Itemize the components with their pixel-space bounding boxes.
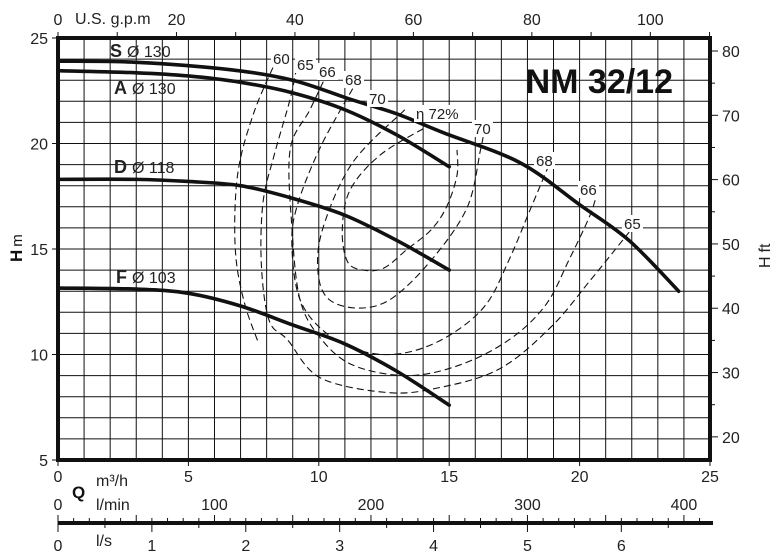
impeller-code: S <box>110 41 122 61</box>
lmin-tick-label: 100 <box>201 497 228 514</box>
x-tick-label: 0 <box>54 469 63 486</box>
efficiency-label: 68 <box>536 153 553 170</box>
y2-tick-label: 30 <box>722 366 740 383</box>
y2-axis-unit: ft <box>757 243 774 252</box>
x-tick-label: 25 <box>701 469 719 486</box>
efficiency-label-bg <box>472 120 493 137</box>
lmin-tick-label: 0 <box>54 497 63 514</box>
y2-tick-label: 60 <box>722 173 740 190</box>
efficiency-curve-66 <box>288 71 599 377</box>
efficiency-label: 66 <box>319 64 336 81</box>
pump-curve-S <box>56 59 681 293</box>
impeller-diameter: Ø 130 <box>127 44 171 61</box>
y-axis-label: Hm <box>7 234 26 262</box>
efficiency-label-bg <box>534 152 555 169</box>
lmin-axis-unit: l/min <box>96 497 130 514</box>
pump-curves <box>56 59 681 407</box>
y2-axis-label: Hft <box>757 243 774 268</box>
top-tick-label: 20 <box>168 12 186 29</box>
y-tick-label: 5 <box>39 453 48 470</box>
pump-curve-label-F: F Ø 103 <box>116 267 176 287</box>
pump-curve-F <box>56 286 451 407</box>
efficiency-label-bg <box>271 50 292 67</box>
impeller-code: D <box>114 157 127 177</box>
efficiency-curve-72 <box>341 128 459 272</box>
efficiency-label: 65 <box>297 57 314 74</box>
impeller-code: F <box>116 267 127 287</box>
efficiency-label: 66 <box>580 182 597 199</box>
y-tick-label: 20 <box>30 137 48 154</box>
efficiency-label-bg <box>317 63 338 80</box>
y2-axis-symbol: H <box>757 256 774 268</box>
impeller-diameter: Ø 103 <box>132 270 176 287</box>
efficiency-label: 70 <box>474 121 491 138</box>
y2-tick-label: 20 <box>722 430 740 447</box>
x-axis-symbol: Q <box>72 483 85 502</box>
pump-curve-label-D: D Ø 118 <box>114 157 175 177</box>
pump-curve-A <box>56 68 451 169</box>
top-tick-label: 80 <box>523 12 541 29</box>
efficiency-label: 60 <box>273 51 290 68</box>
efficiency-label-bg <box>367 90 388 107</box>
impeller-code: A <box>114 78 127 98</box>
efficiency-label: 65 <box>624 216 641 233</box>
y2-tick-label: 70 <box>722 108 740 125</box>
ls-tick-label: 4 <box>429 538 438 555</box>
ls-tick-label: 1 <box>147 538 156 555</box>
impeller-diameter: Ø 130 <box>132 81 176 98</box>
efficiency-label-bg <box>578 181 599 198</box>
ls-tick-label: 2 <box>241 538 250 555</box>
ls-tick-label: 3 <box>335 538 344 555</box>
efficiency-curve-70 <box>316 109 484 309</box>
x-tick-label: 15 <box>440 469 458 486</box>
efficiency-curve-60 <box>234 67 274 343</box>
ls-tick-label: 6 <box>617 538 626 555</box>
pump-curve-label-S: S Ø 130 <box>110 41 171 61</box>
y-tick-label: 15 <box>30 242 48 259</box>
ls-tick-label: 0 <box>54 538 63 555</box>
top-axis-unit: U.S. g.p.m <box>75 11 151 28</box>
y-axis-symbol: H <box>7 250 26 262</box>
pump-curve-D <box>56 177 451 272</box>
efficiency-label-bg <box>295 56 316 73</box>
efficiency-curves <box>234 67 630 394</box>
efficiency-curve-68 <box>291 88 552 356</box>
lmin-tick-label: 200 <box>358 497 385 514</box>
ls-axis-unit: l/s <box>96 533 112 550</box>
efficiency-label-bg <box>343 71 364 88</box>
x-tick-label: 10 <box>310 469 328 486</box>
impeller-diameter: Ø 118 <box>132 160 175 177</box>
efficiency-curve-65 <box>260 67 630 394</box>
x-tick-label: 5 <box>184 469 193 486</box>
y-tick-label: 25 <box>30 31 48 48</box>
efficiency-label: 70 <box>369 91 386 108</box>
y2-tick-label: 80 <box>722 44 740 61</box>
x-tick-label: 20 <box>571 469 589 486</box>
top-tick-label: 40 <box>286 12 304 29</box>
top-tick-label: 100 <box>637 12 664 29</box>
efficiency-label-bg <box>414 105 461 122</box>
top-tick-label: 60 <box>404 12 422 29</box>
y2-tick-label: 40 <box>722 301 740 318</box>
ls-tick-label: 5 <box>523 538 532 555</box>
y-axis-unit: m <box>9 234 26 247</box>
lmin-tick-label: 400 <box>671 497 698 514</box>
lmin-tick-label: 300 <box>514 497 541 514</box>
efficiency-label: 68 <box>345 72 362 89</box>
x-axis-unit: m³/h <box>96 473 128 490</box>
efficiency-label: η 72% <box>416 106 459 123</box>
chart-title: NM 32/12 <box>526 63 673 101</box>
top-tick-label: 0 <box>54 12 63 29</box>
pump-curve-label-A: A Ø 130 <box>114 78 176 98</box>
y-tick-label: 10 <box>30 348 48 365</box>
efficiency-label-bg <box>622 215 643 232</box>
y2-tick-label: 50 <box>722 237 740 254</box>
